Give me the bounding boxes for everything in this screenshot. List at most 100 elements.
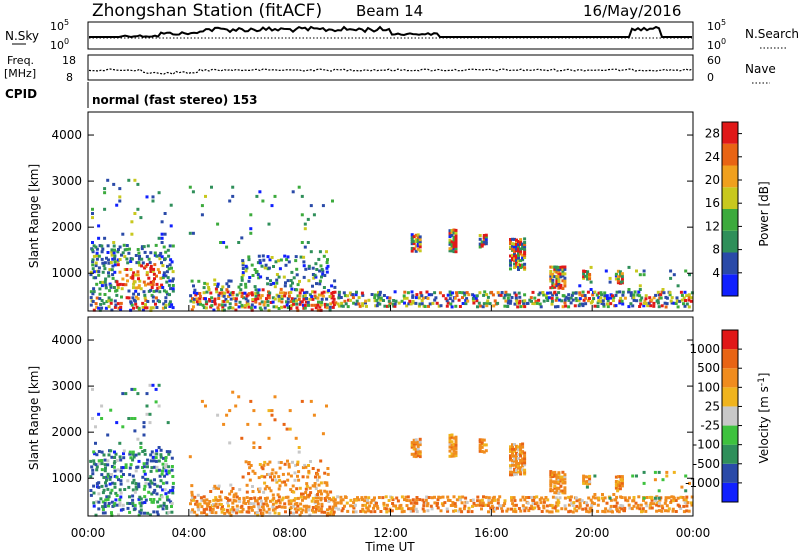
heatmap-cell	[609, 296, 612, 300]
heatmap-cell	[448, 235, 452, 238]
heatmap-cell	[309, 204, 313, 208]
heatmap-cell	[343, 294, 347, 298]
heatmap-cell	[513, 447, 516, 451]
heatmap-cell	[130, 387, 134, 391]
heatmap-cell	[410, 452, 414, 456]
heatmap-cell	[283, 284, 287, 288]
heatmap-cell	[100, 462, 104, 466]
heatmap-cell	[584, 480, 588, 484]
heatmap-cell	[305, 507, 309, 511]
heatmap-cell	[262, 463, 266, 467]
heatmap-cell	[147, 257, 151, 261]
heatmap-cell	[545, 509, 549, 513]
heatmap-cell	[415, 496, 419, 499]
heatmap-cell	[521, 242, 525, 246]
heatmap-cell	[131, 494, 135, 498]
heatmap-cell	[629, 302, 633, 306]
heatmap-cell	[221, 305, 225, 309]
heatmap-cell	[393, 304, 397, 308]
heatmap-cell	[320, 504, 324, 508]
heatmap-cell	[499, 504, 503, 508]
heatmap-cell	[256, 502, 260, 506]
heatmap-cell	[567, 293, 571, 297]
heatmap-cell	[168, 305, 172, 308]
heatmap-cell	[661, 288, 665, 291]
colorbar-segment	[722, 387, 738, 407]
heatmap-cell	[319, 264, 323, 268]
heatmap-cell	[145, 392, 149, 396]
heatmap-cell	[619, 478, 623, 482]
power-colorbar-label: Power [dB]	[757, 181, 771, 246]
heatmap-cell	[265, 276, 269, 280]
heatmap-cell	[521, 459, 525, 463]
heatmap-cell	[275, 505, 279, 509]
heatmap-cell	[320, 275, 323, 279]
heatmap-cell	[111, 273, 115, 277]
heatmap-cell	[125, 268, 129, 271]
heatmap-cell	[563, 477, 567, 481]
heatmap-cell	[214, 502, 218, 506]
heatmap-cell	[506, 305, 510, 308]
heatmap-cell	[320, 502, 324, 506]
heatmap-cell	[292, 299, 296, 303]
heatmap-cell	[268, 258, 272, 262]
heatmap-cell	[277, 294, 281, 298]
heatmap-cell	[341, 498, 345, 502]
heatmap-cell	[110, 488, 114, 492]
heatmap-cell	[226, 300, 230, 304]
heatmap-cell	[665, 504, 669, 508]
heatmap-cell	[416, 440, 420, 444]
heatmap-cell	[559, 484, 563, 488]
heatmap-cell	[305, 297, 308, 300]
heatmap-cell	[559, 489, 563, 493]
heatmap-cell	[567, 298, 571, 302]
heatmap-cell	[132, 271, 136, 275]
heatmap-cell	[250, 291, 254, 295]
heatmap-cell	[208, 508, 212, 512]
heatmap-cell	[337, 290, 341, 294]
heatmap-cell	[162, 466, 166, 470]
heatmap-cell	[633, 290, 637, 294]
heatmap-cell	[457, 509, 461, 513]
heatmap-cell	[273, 194, 277, 198]
heatmap-cell	[454, 438, 458, 442]
heatmap-cell	[160, 472, 164, 476]
heatmap-cell	[414, 450, 418, 454]
heatmap-cell	[642, 496, 646, 500]
heatmap-cell	[557, 282, 561, 286]
heatmap-cell	[618, 475, 622, 479]
heatmap-cell	[519, 466, 523, 470]
heatmap-cell	[551, 480, 555, 484]
colorbar-segment	[722, 165, 738, 188]
heatmap-cell	[171, 481, 175, 485]
heatmap-cell	[263, 266, 267, 270]
heatmap-cell	[257, 497, 261, 501]
colorbar-tick-label: -1000	[685, 476, 720, 490]
heatmap-cell	[642, 304, 646, 308]
heatmap-cell	[289, 502, 293, 506]
heatmap-cell	[478, 242, 482, 246]
heatmap-cell	[523, 470, 527, 474]
heatmap-cell	[164, 469, 168, 473]
heatmap-cell	[549, 286, 553, 290]
heatmap-cell	[280, 297, 284, 300]
heatmap-cell	[105, 495, 109, 499]
heatmap-cell	[104, 286, 108, 290]
heatmap-cell	[213, 300, 217, 304]
heatmap-cell	[116, 250, 120, 254]
heatmap-cell	[164, 456, 168, 459]
heatmap-cell	[481, 501, 485, 505]
heatmap-cell	[162, 503, 166, 507]
heatmap-cell	[553, 470, 557, 474]
heatmap-cell	[685, 495, 689, 499]
heatmap-cell	[452, 250, 456, 254]
heatmap-cell	[112, 286, 116, 289]
heatmap-cell	[101, 261, 105, 265]
heatmap-cell	[189, 299, 193, 303]
heatmap-cell	[158, 474, 162, 478]
heatmap-cell	[278, 267, 282, 271]
heatmap-cell	[304, 300, 308, 304]
colorbar-tick-label: 24	[705, 150, 720, 164]
heatmap-cell	[286, 297, 290, 301]
heatmap-cell	[551, 278, 555, 282]
